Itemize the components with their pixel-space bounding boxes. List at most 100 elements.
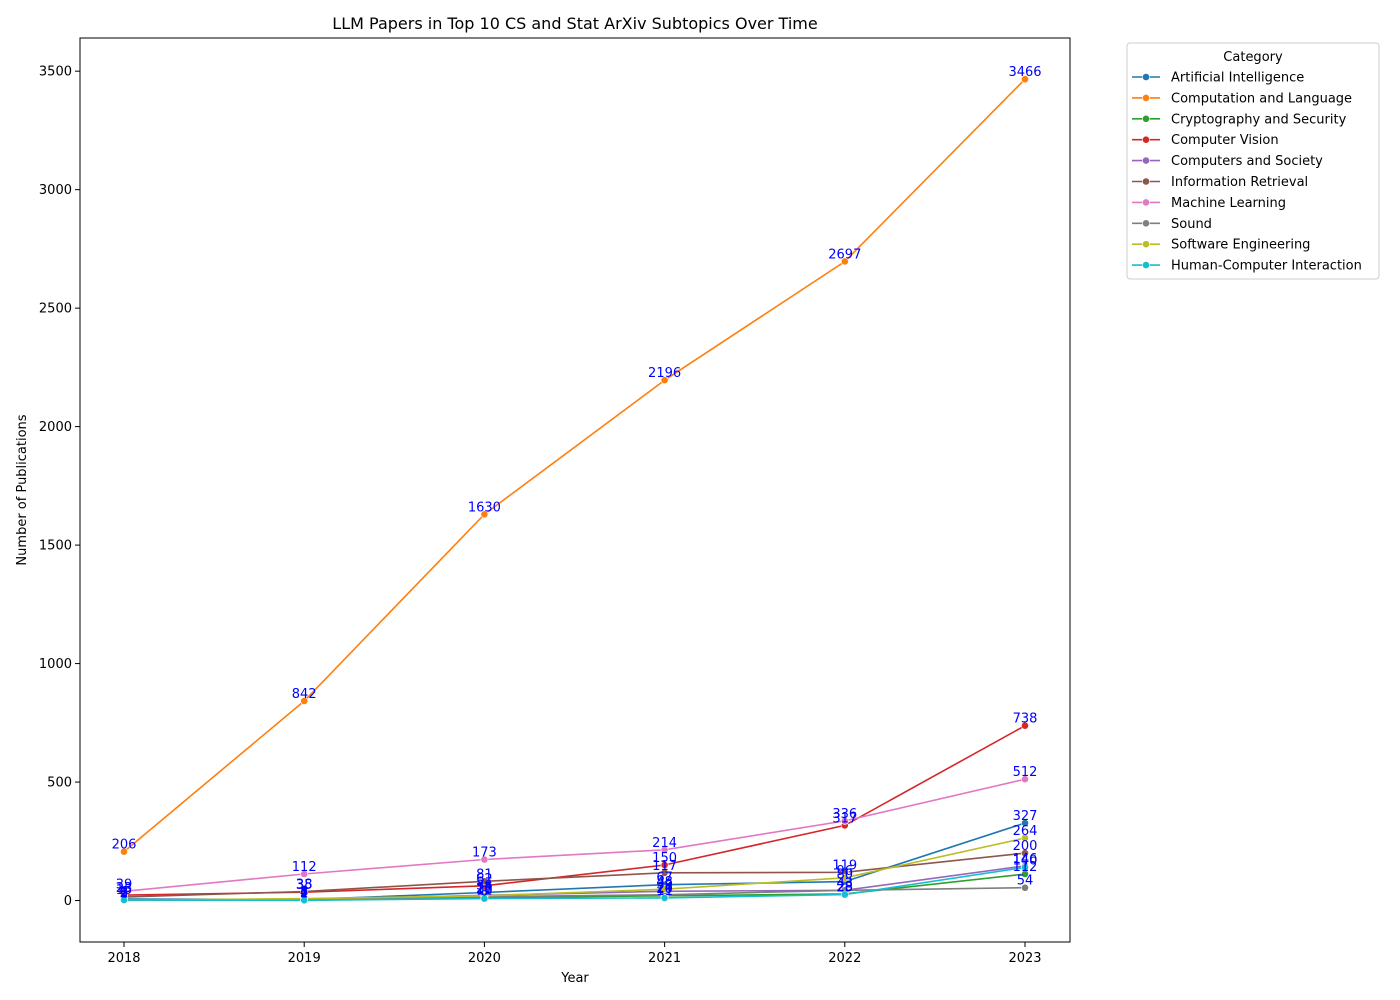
data-label: 20 (656, 882, 673, 897)
legend-swatch-marker (1142, 156, 1150, 165)
legend-label: Human-Computer Interaction (1171, 259, 1362, 274)
data-label: 8 (300, 885, 308, 900)
series-artificial-intelligence (120, 819, 1029, 904)
legend-label: Computer Vision (1171, 133, 1279, 148)
data-label: 5 (300, 885, 308, 900)
y-tick-label: 2500 (39, 302, 72, 317)
data-label: 336 (832, 807, 857, 822)
legend-item-artificial-intelligence: Artificial Intelligence (1132, 71, 1304, 86)
series-information-retrieval (120, 849, 1029, 901)
data-label: 16 (476, 883, 493, 898)
data-point-human-computer-interaction (300, 896, 309, 905)
y-tick-label: 2000 (39, 420, 72, 435)
legend-label: Computers and Society (1171, 154, 1323, 169)
data-label: 25 (837, 881, 854, 896)
data-label: 264 (1013, 824, 1038, 839)
y-tick-label: 1500 (39, 539, 72, 554)
data-point-human-computer-interaction (480, 894, 489, 903)
x-tick-label: 2022 (828, 951, 861, 966)
data-label: 80 (837, 868, 854, 883)
data-label: 842 (292, 687, 317, 702)
data-point-software-engineering (1021, 834, 1029, 842)
data-label: 2196 (648, 366, 681, 381)
y-tick-label: 3500 (39, 65, 72, 80)
legend-title: Category (1223, 50, 1283, 65)
data-label: 34 (476, 878, 493, 893)
data-point-machine-learning (840, 817, 849, 825)
data-label: 8 (480, 885, 488, 900)
legend-item-cryptography-and-security: Cryptography and Security (1132, 112, 1347, 127)
x-tick-label: 2021 (648, 951, 681, 966)
legend-item-computer-vision: Computer Vision (1132, 133, 1279, 148)
data-label: 54 (1017, 874, 1034, 889)
series-machine-learning (120, 775, 1029, 896)
legend-item-software-engineering: Software Engineering (1132, 238, 1310, 253)
data-point-computation-and-language (300, 697, 309, 705)
legend-label: Cryptography and Security (1171, 112, 1347, 127)
legend-swatch-marker (1142, 177, 1150, 186)
x-tick-label: 2019 (288, 951, 321, 966)
data-point-artificial-intelligence (1021, 819, 1029, 827)
data-label: 2 (120, 886, 128, 901)
data-label: 112 (292, 860, 317, 875)
data-label: 2 (300, 886, 308, 901)
data-point-human-computer-interaction (660, 894, 669, 902)
legend-label: Software Engineering (1171, 238, 1310, 253)
data-label: 112 (1013, 860, 1038, 875)
data-label: 15 (116, 883, 133, 898)
data-label: 119 (832, 858, 857, 873)
data-label: 206 (112, 838, 137, 853)
plot-frame (79, 37, 1071, 943)
data-label: 140 (1013, 853, 1038, 868)
data-label: 43 (837, 876, 854, 891)
data-label: 738 (1013, 712, 1038, 727)
data-point-computation-and-language (480, 510, 489, 519)
data-label: 39 (656, 877, 673, 892)
data-label: 3466 (1008, 65, 1041, 80)
series-line-machine-learning (123, 778, 1026, 893)
legend-label: Artificial Intelligence (1171, 71, 1304, 86)
data-point-machine-learning (660, 845, 669, 854)
data-point-human-computer-interaction (840, 890, 849, 899)
data-label: 512 (1013, 765, 1038, 780)
legend-item-sound: Sound (1132, 217, 1212, 232)
data-label: 67 (656, 871, 673, 886)
y-tick-label: 500 (47, 776, 72, 791)
data-point-information-retrieval (660, 868, 669, 877)
data-label: 62 (476, 872, 493, 887)
legend: Category Artificial Intelligence Computat… (1126, 42, 1380, 280)
series-line-software-engineering (123, 837, 1026, 902)
x-tick-label: 2018 (107, 951, 140, 966)
legend-swatch-marker (1142, 94, 1150, 102)
data-point-machine-learning (120, 887, 128, 896)
data-label: 38 (296, 878, 313, 893)
data-label: 24 (656, 881, 673, 896)
data-label: 35 (296, 878, 313, 893)
data-label: 28 (837, 880, 854, 895)
legend-label: Computation and Language (1171, 91, 1352, 106)
data-label: 150 (652, 851, 677, 866)
y-axis-label: Number of Publications (15, 414, 30, 565)
data-label: 173 (472, 846, 497, 861)
data-point-sound (1021, 883, 1029, 892)
data-label: 4 (300, 886, 308, 901)
data-label: 327 (1013, 809, 1038, 824)
data-label: 20 (476, 882, 493, 897)
legend-swatch-marker (1142, 73, 1150, 81)
legend-item-information-retrieval: Information Retrieval (1132, 175, 1308, 190)
data-label: 43 (837, 876, 854, 891)
data-point-human-computer-interaction (120, 896, 128, 904)
data-point-human-computer-interaction (1021, 863, 1029, 872)
data-label: 1 (120, 886, 128, 901)
legend-item-computation-and-language: Computation and Language (1132, 91, 1352, 106)
data-point-computation-and-language (1021, 75, 1029, 84)
legend-item-human-computer-interaction: Human-Computer Interaction (1132, 259, 1362, 274)
data-label: 2 (120, 886, 128, 901)
data-point-computation-and-language (120, 847, 128, 856)
data-point-software-engineering (660, 885, 669, 894)
data-point-machine-learning (300, 870, 309, 878)
data-label: 4 (300, 886, 308, 901)
legend-swatch-marker (1142, 135, 1150, 144)
